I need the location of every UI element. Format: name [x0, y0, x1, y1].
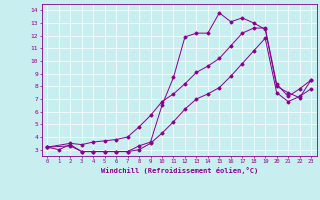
X-axis label: Windchill (Refroidissement éolien,°C): Windchill (Refroidissement éolien,°C) [100, 167, 258, 174]
